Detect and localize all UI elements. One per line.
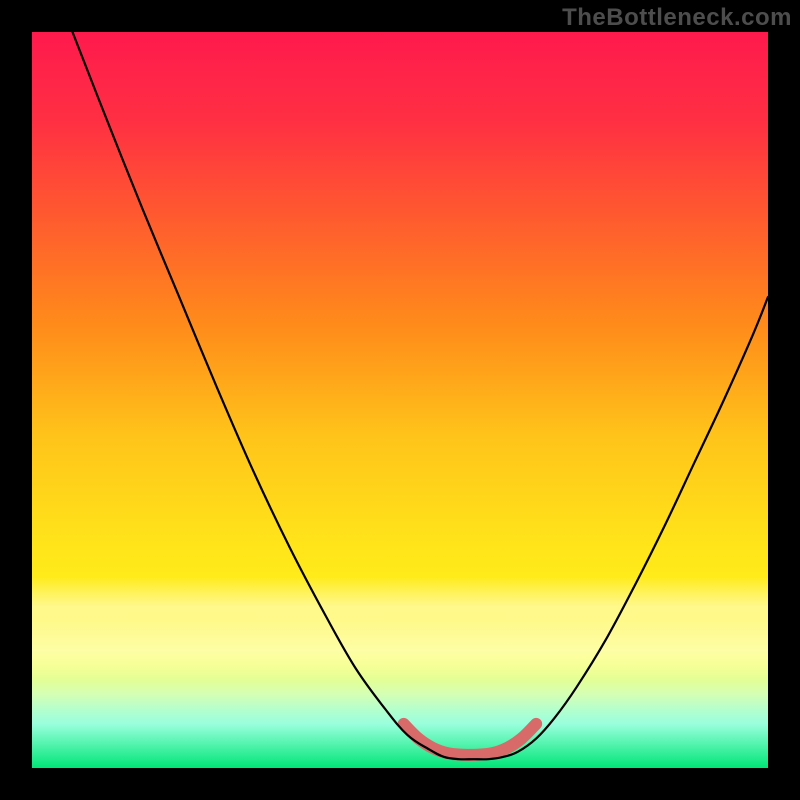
plot-area — [32, 32, 768, 768]
chart-frame: TheBottleneck.com — [0, 0, 800, 800]
chart-svg — [32, 32, 768, 768]
pale-band-overlay — [32, 32, 768, 768]
watermark-text: TheBottleneck.com — [562, 4, 792, 32]
